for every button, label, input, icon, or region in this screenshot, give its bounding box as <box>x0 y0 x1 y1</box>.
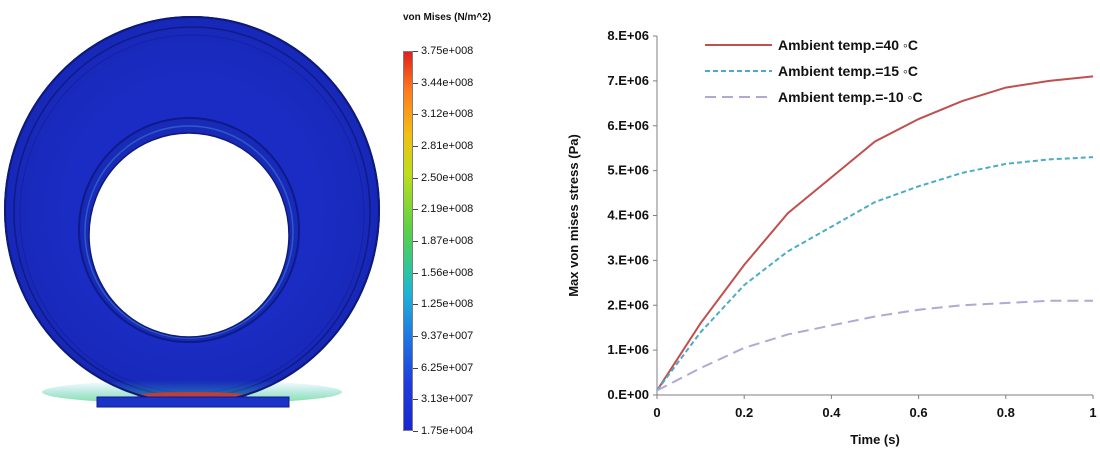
colorbar-tick-label: 2.50e+008 <box>421 171 474 184</box>
colorbar-tick-label: 1.25e+008 <box>421 298 474 311</box>
x-tick-label: 0.6 <box>910 405 928 420</box>
legend-label: Ambient temp.=-10 ◦C <box>778 89 923 105</box>
colorbar-tick-label: 3.44e+008 <box>421 76 474 89</box>
colorbar-tick-label: 9.37e+007 <box>421 330 474 342</box>
chart-svg: 0.E+00 1.E+06 2.E+06 3.E+06 4.E+06 5.E+06 6.E+… <box>566 28 1097 447</box>
colorbar-tick-label: 2.81e+008 <box>421 140 474 152</box>
y-tick-label: 4.E+06 <box>607 208 649 223</box>
y-tick-label: 7.E+06 <box>607 73 649 88</box>
x-tick-label: 1 <box>1089 405 1096 420</box>
ring-inner-hole <box>88 132 290 338</box>
colorbar-tick-label: 3.12e+008 <box>421 108 474 121</box>
colorbar-tick-label: 1.56e+008 <box>421 266 474 279</box>
y-tick-label: 6.E+06 <box>607 118 649 133</box>
fea-panel: von Mises (N/m^2) 3.75e+008 3.44e+008 3.12… <box>4 12 492 437</box>
y-tick-label: 0.E+00 <box>607 387 649 402</box>
colorbar-tick-label: 3.75e+008 <box>421 45 474 57</box>
colorbar-tick <box>413 51 418 52</box>
x-tick-label: 0.4 <box>822 405 841 420</box>
colorbar-tick <box>413 399 418 401</box>
legend-label: Ambient temp.=15 ◦C <box>778 63 918 79</box>
colorbar-tick-label: 2.19e+008 <box>421 203 474 216</box>
y-tick-label: 2.E+06 <box>607 297 649 312</box>
colorbar-tick <box>413 209 418 211</box>
colorbar-tick <box>413 146 418 147</box>
colorbar-tick-label: 1.87e+008 <box>421 235 474 247</box>
colorbar-tick <box>413 241 418 242</box>
colorbar <box>403 51 413 431</box>
x-tick-label: 0.2 <box>735 405 753 420</box>
colorbar-tick <box>413 272 418 274</box>
colorbar-tick <box>413 82 418 84</box>
y-axis-title: Max von mises stress (Pa) <box>566 134 581 297</box>
x-axis-title: Time (s) <box>850 432 900 447</box>
colorbar-title: von Mises (N/m^2) <box>403 12 492 23</box>
colorbar-tick <box>413 177 418 179</box>
series-line-2 <box>656 156 1094 392</box>
y-tick-label: 3.E+06 <box>607 252 649 267</box>
series-line-3 <box>656 299 1093 392</box>
y-tick-label: 8.E+06 <box>607 28 649 43</box>
ring-inner-groove <box>84 125 294 339</box>
colorbar-tick-label: 6.25e+007 <box>421 361 474 374</box>
y-tick-label: 1.E+06 <box>607 342 649 357</box>
x-tick-label: 0 <box>653 405 660 420</box>
legend-label: Ambient temp.=40 ◦C <box>778 37 918 53</box>
colorbar-tick-label: 3.13e+007 <box>421 393 474 406</box>
colorbar-tick-label: 1.75e+004 <box>421 425 474 437</box>
colorbar-tick <box>413 304 418 306</box>
fea-ring-plot <box>4 16 380 408</box>
colorbar-tick <box>413 431 418 432</box>
base-plate <box>96 396 290 408</box>
colorbar-tick <box>413 367 418 369</box>
series-line-1 <box>656 75 1094 392</box>
stress-chart: 0.E+00 1.E+06 2.E+06 3.E+06 4.E+06 5.E+06 6.E+… <box>560 0 1100 448</box>
colorbar-tick <box>413 114 418 116</box>
x-tick-label: 0.8 <box>997 405 1015 420</box>
colorbar-tick <box>413 336 418 337</box>
y-tick-label: 5.E+06 <box>607 163 649 178</box>
